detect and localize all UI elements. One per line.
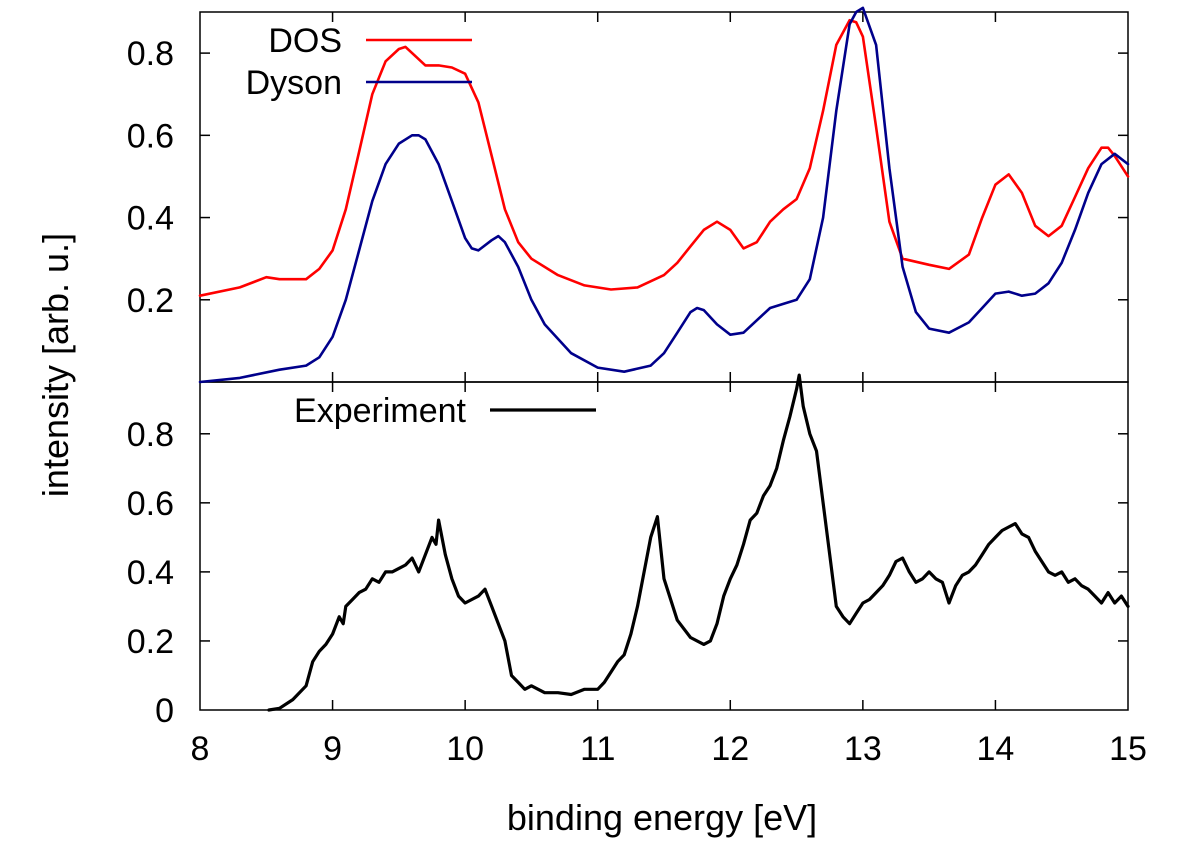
x-tick-label: 12 [711, 730, 749, 768]
x-tick-label: 8 [191, 730, 210, 768]
legend-label-dyson: Dyson [246, 64, 342, 102]
series-line-dyson [198, 6, 1130, 384]
y-tick-label: 0.4 [127, 554, 174, 592]
y-tick-label: 0.2 [127, 282, 174, 320]
x-tick-label: 15 [1109, 730, 1147, 768]
top-panel-ticks: 0.2 0.4 0.6 0.8 [127, 35, 1128, 320]
y-tick-label: 0.6 [127, 117, 174, 155]
x-tick-label: 11 [580, 730, 615, 768]
y-tick-label: 0.8 [127, 35, 174, 73]
y-tick-label: 0 [155, 692, 174, 730]
y-tick-label: 0.6 [127, 485, 174, 523]
x-tick-label: 10 [446, 730, 484, 768]
x-tick-label: 14 [977, 730, 1015, 768]
legend-label-dos: DOS [268, 22, 342, 60]
bottom-panel-frame [199, 381, 1129, 711]
legend-label-experiment: Experiment [294, 392, 467, 430]
y-axis-title: intensity [arb. u.] [35, 233, 76, 497]
series-layer [198, 6, 1130, 712]
x-tick-label: 9 [323, 730, 342, 768]
series-line-experiment [267, 373, 1130, 712]
x-tick-label: 13 [844, 730, 882, 768]
y-tick-label: 0.4 [127, 200, 174, 238]
bottom-panel-ticks: 0 0.2 0.4 0.6 0.8 8 9 10 11 12 13 14 15 [127, 12, 1147, 768]
legends: DOS Dyson Experiment [246, 22, 596, 430]
series-line-dos [198, 18, 1130, 297]
x-axis-title: binding energy [eV] [507, 797, 817, 838]
y-tick-label: 0.8 [127, 416, 174, 454]
y-tick-label: 0.2 [127, 623, 174, 661]
